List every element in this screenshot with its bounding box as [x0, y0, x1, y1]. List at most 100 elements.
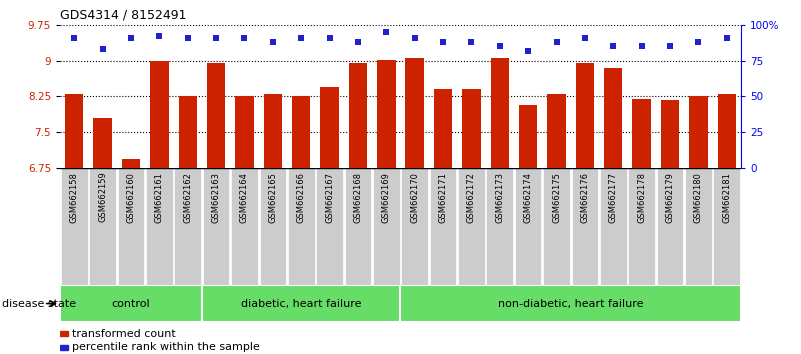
Bar — [547, 94, 566, 168]
Text: GSM662166: GSM662166 — [296, 172, 306, 223]
Bar — [490, 58, 509, 168]
Bar — [320, 87, 339, 168]
Text: GDS4314 / 8152491: GDS4314 / 8152491 — [60, 9, 187, 22]
Point — [578, 35, 591, 40]
Text: GSM662162: GSM662162 — [183, 172, 192, 223]
Text: GSM662164: GSM662164 — [240, 172, 249, 223]
Text: GSM662170: GSM662170 — [410, 172, 419, 223]
Bar — [515, 168, 541, 285]
Bar — [203, 168, 229, 285]
Bar — [689, 96, 707, 168]
Text: GSM662167: GSM662167 — [325, 172, 334, 223]
Text: GSM662171: GSM662171 — [439, 172, 448, 223]
Point — [181, 35, 194, 40]
Point — [550, 39, 563, 45]
Bar — [458, 168, 485, 285]
Bar — [118, 168, 144, 285]
Point — [437, 39, 449, 45]
Bar — [543, 168, 570, 285]
Bar — [405, 58, 424, 168]
Bar — [401, 168, 428, 285]
Text: GSM662160: GSM662160 — [127, 172, 135, 223]
Point — [68, 35, 81, 40]
Point — [352, 39, 364, 45]
Point — [692, 39, 705, 45]
Text: GSM662163: GSM662163 — [211, 172, 220, 223]
Text: GSM662161: GSM662161 — [155, 172, 164, 223]
Bar — [685, 168, 712, 285]
Point — [153, 33, 166, 39]
Bar — [657, 168, 683, 285]
Bar — [377, 60, 396, 168]
Bar — [61, 168, 87, 285]
Text: percentile rank within the sample: percentile rank within the sample — [72, 342, 260, 353]
Text: GSM662159: GSM662159 — [99, 172, 107, 222]
Text: non-diabetic, heart failure: non-diabetic, heart failure — [498, 298, 643, 309]
Text: GSM662169: GSM662169 — [382, 172, 391, 223]
Point — [720, 35, 733, 40]
Bar — [462, 89, 481, 168]
Text: GSM662173: GSM662173 — [495, 172, 505, 223]
Text: GSM662175: GSM662175 — [552, 172, 561, 223]
Bar — [633, 99, 651, 168]
Point — [493, 44, 506, 49]
Point — [380, 29, 392, 35]
Text: GSM662158: GSM662158 — [70, 172, 78, 223]
Bar — [89, 168, 116, 285]
Bar — [202, 285, 400, 322]
Point — [267, 39, 280, 45]
Point — [210, 35, 223, 40]
Bar — [260, 168, 286, 285]
Bar — [60, 345, 68, 350]
Bar — [122, 159, 140, 168]
Bar — [348, 63, 367, 168]
Point — [521, 48, 534, 53]
Point — [323, 35, 336, 40]
Point — [607, 44, 620, 49]
Text: transformed count: transformed count — [72, 329, 176, 339]
Bar — [604, 68, 622, 168]
Bar — [150, 61, 168, 168]
Bar — [146, 168, 173, 285]
Bar — [572, 168, 598, 285]
Text: diabetic, heart failure: diabetic, heart failure — [241, 298, 361, 309]
Text: GSM662176: GSM662176 — [581, 172, 590, 223]
Bar — [288, 168, 315, 285]
Bar — [235, 96, 254, 168]
Bar — [714, 168, 740, 285]
Point — [409, 35, 421, 40]
Text: GSM662180: GSM662180 — [694, 172, 702, 223]
Bar — [486, 168, 513, 285]
Bar — [344, 168, 372, 285]
Bar — [519, 104, 537, 168]
Point — [238, 35, 251, 40]
Text: GSM662168: GSM662168 — [353, 172, 362, 223]
Text: GSM662179: GSM662179 — [666, 172, 674, 223]
Bar — [373, 168, 400, 285]
Bar — [628, 168, 655, 285]
Bar — [175, 168, 201, 285]
Point — [663, 44, 676, 49]
Text: GSM662181: GSM662181 — [723, 172, 731, 223]
Bar — [264, 94, 282, 168]
Bar — [292, 96, 311, 168]
Bar — [60, 285, 202, 322]
Bar — [718, 94, 736, 168]
Bar — [60, 331, 68, 336]
Bar — [65, 94, 83, 168]
Text: control: control — [111, 298, 151, 309]
Text: GSM662178: GSM662178 — [637, 172, 646, 223]
Bar — [400, 285, 741, 322]
Bar — [600, 168, 626, 285]
Point — [96, 46, 109, 52]
Text: GSM662177: GSM662177 — [609, 172, 618, 223]
Text: GSM662174: GSM662174 — [524, 172, 533, 223]
Text: GSM662165: GSM662165 — [268, 172, 277, 223]
Bar — [207, 63, 225, 168]
Bar — [661, 100, 679, 168]
Text: disease state: disease state — [2, 298, 77, 309]
Bar — [179, 96, 197, 168]
Point — [635, 44, 648, 49]
Bar — [434, 89, 453, 168]
Bar — [576, 63, 594, 168]
